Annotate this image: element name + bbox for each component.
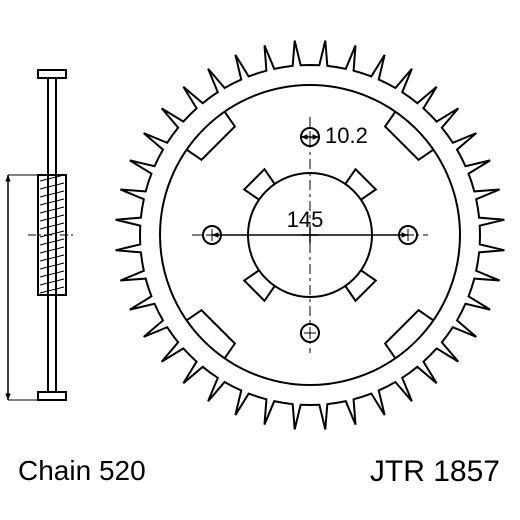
part-number-label: JTR 1857 bbox=[370, 455, 500, 489]
diagram-svg: 145 10.2 125 bbox=[0, 0, 520, 520]
svg-text:125: 125 bbox=[0, 269, 3, 306]
chain-label: Chain 520 bbox=[18, 455, 146, 487]
svg-text:145: 145 bbox=[287, 207, 324, 232]
svg-text:10.2: 10.2 bbox=[325, 123, 368, 148]
drawing-canvas: 145 10.2 125 Chain 520 JTR 1857 bbox=[0, 0, 520, 520]
